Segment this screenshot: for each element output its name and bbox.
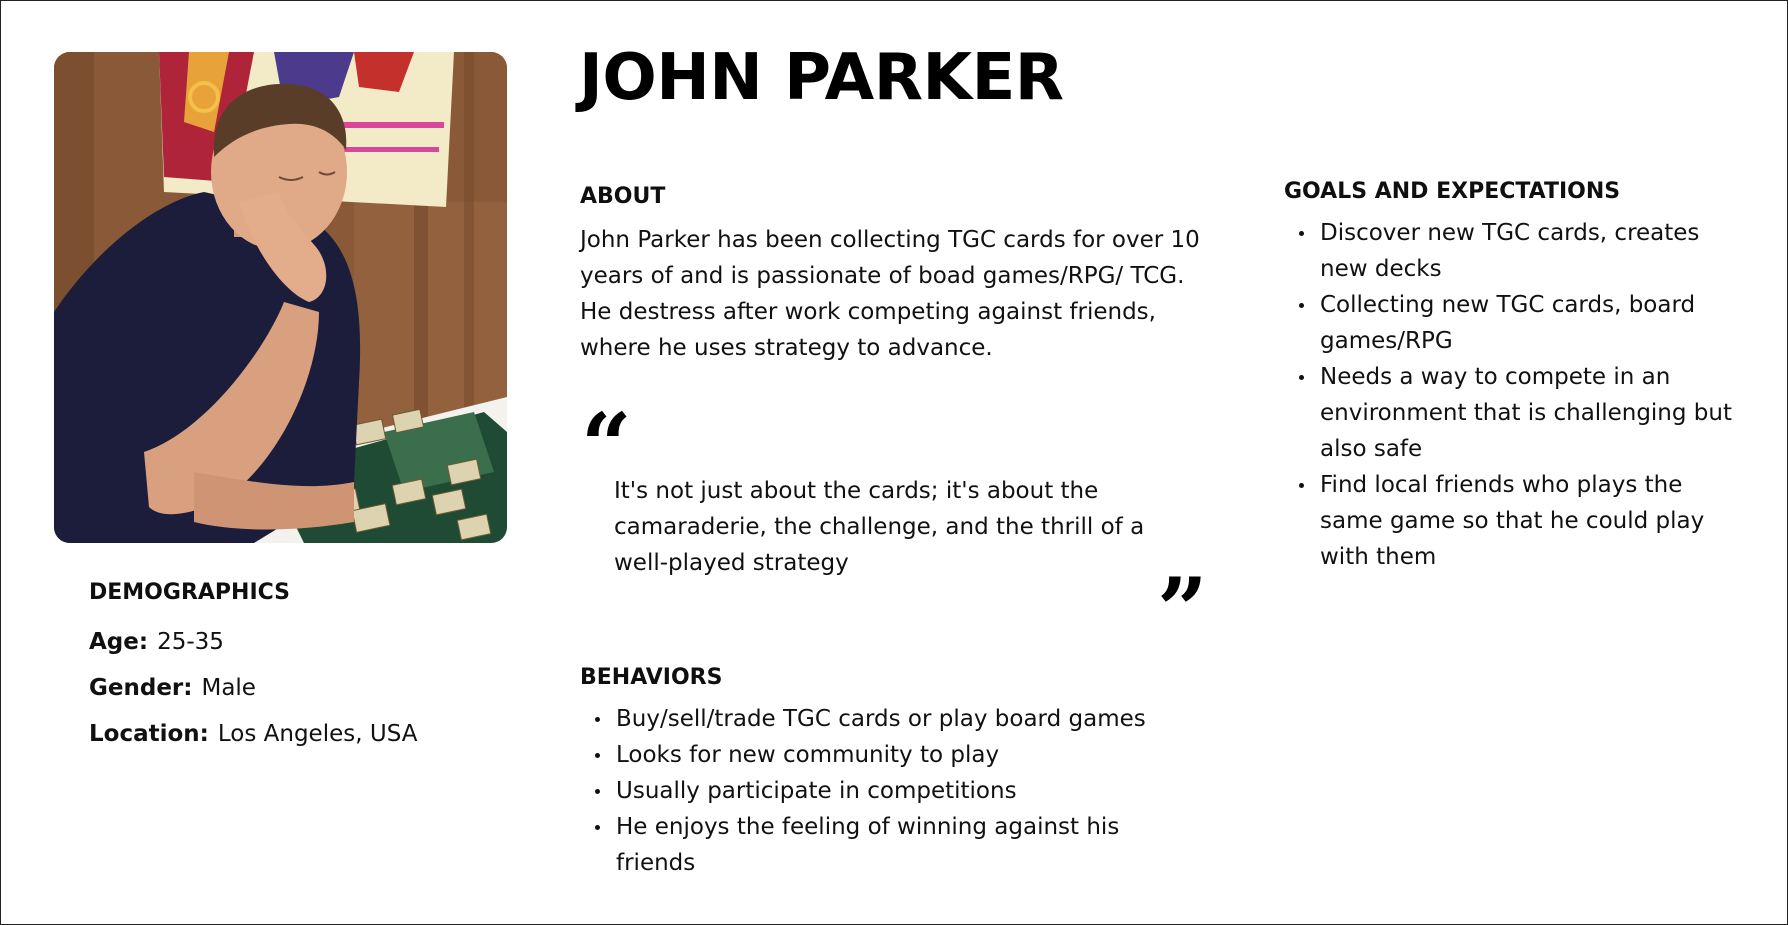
persona-photo-illustration: [54, 52, 507, 543]
list-item: Discover new TGC cards, creates new deck…: [1284, 215, 1734, 287]
close-quote-icon: ”: [1157, 558, 1208, 662]
demographics-heading: DEMOGRAPHICS: [89, 580, 291, 605]
about-text: John Parker has been collecting TGC card…: [580, 227, 1200, 361]
goals-list: Discover new TGC cards, creates new deck…: [1284, 215, 1734, 575]
persona-name: JOHN PARKER: [579, 41, 1064, 115]
list-item: Usually participate in competitions: [580, 773, 1200, 809]
demographic-location: Location: Los Angeles, USA: [89, 711, 509, 757]
list-item: Buy/sell/trade TGC cards or play board g…: [580, 701, 1200, 737]
demographic-label: Gender:: [89, 675, 193, 701]
goals-heading: GOALS AND EXPECTATIONS: [1284, 179, 1621, 204]
demographic-label: Age:: [89, 629, 149, 655]
goals-section: GOALS AND EXPECTATIONS Discover new TGC …: [1284, 179, 1734, 575]
list-item: Collecting new TGC cards, board games/RP…: [1284, 287, 1734, 359]
persona-photo: [54, 52, 507, 543]
demographic-value: 25-35: [157, 629, 224, 655]
demographic-value: Male: [201, 675, 256, 701]
quote-text: It's not just about the cards; it's abou…: [614, 478, 1145, 576]
open-quote-icon: “: [581, 393, 632, 497]
demographics-list: Age: 25-35 Gender: Male Location: Los Angel…: [89, 619, 509, 757]
behaviors-heading: BEHAVIORS: [580, 665, 723, 690]
list-item: He enjoys the feeling of winning against…: [580, 809, 1200, 881]
about-heading: ABOUT: [580, 184, 666, 209]
demographics-section: DEMOGRAPHICS Age: 25-35 Gender: Male Locat…: [89, 580, 509, 757]
list-item: Looks for new community to play: [580, 737, 1200, 773]
list-item: Find local friends who plays the same ga…: [1284, 467, 1734, 575]
demographic-age: Age: 25-35: [89, 619, 509, 665]
demographic-label: Location:: [89, 721, 209, 747]
list-item: Needs a way to compete in an environment…: [1284, 359, 1734, 467]
demographic-value: Los Angeles, USA: [217, 721, 418, 747]
behaviors-section: BEHAVIORS Buy/sell/trade TGC cards or pl…: [580, 665, 1200, 881]
about-section: ABOUT John Parker has been collecting TG…: [580, 184, 1215, 366]
demographic-gender: Gender: Male: [89, 665, 509, 711]
behaviors-list: Buy/sell/trade TGC cards or play board g…: [580, 701, 1200, 881]
